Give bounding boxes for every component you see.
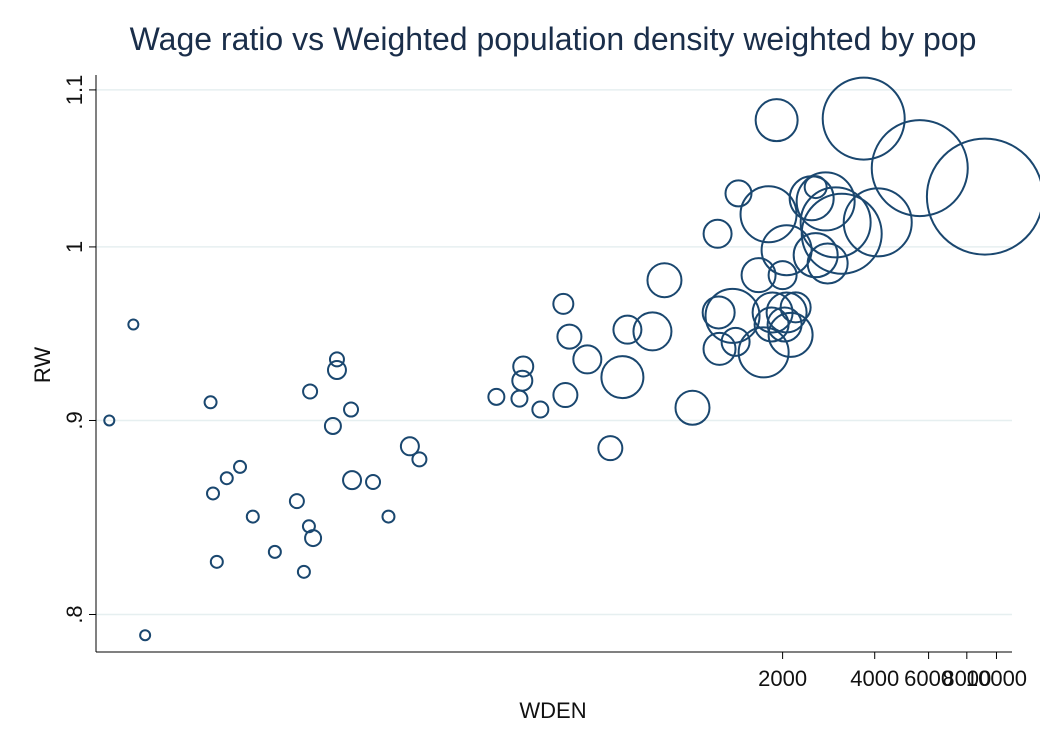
x-tick-label: 10000: [966, 666, 1027, 691]
bubble: [765, 291, 808, 334]
bubble: [701, 295, 736, 330]
bubble: [326, 360, 347, 381]
bubble: [724, 179, 753, 208]
bubble: [740, 257, 777, 294]
bubble: [702, 218, 733, 249]
y-tick-label: .9: [62, 411, 87, 429]
y-tick-label: 1: [62, 241, 87, 253]
y-axis-title: RW: [30, 347, 55, 383]
bubble: [767, 311, 814, 358]
bubble: [552, 382, 579, 409]
bubble: [766, 306, 803, 343]
bubble: [531, 400, 550, 419]
bubble: [800, 192, 883, 275]
x-axis-title: WDEN: [519, 698, 586, 723]
marks: [103, 76, 1040, 642]
bubble: [103, 414, 116, 427]
x-tick-label: 6000: [904, 666, 953, 691]
bubble: [821, 76, 906, 161]
bubble: [552, 292, 575, 315]
bubble: [806, 242, 849, 285]
bubble: [381, 509, 396, 524]
bubble: [245, 509, 260, 524]
bubble: [792, 232, 839, 279]
bubble: [925, 137, 1040, 256]
bubble: [233, 459, 248, 474]
y-tick-label: 1.1: [62, 75, 87, 106]
bubble: [288, 493, 305, 510]
chart-title: Wage ratio vs Weighted population densit…: [130, 21, 977, 57]
bubble: [328, 351, 345, 368]
bubble: [399, 436, 420, 457]
bubble: [139, 629, 152, 642]
bubble: [720, 326, 751, 357]
bubble: [512, 355, 535, 378]
bubble: [704, 287, 761, 344]
bubble: [674, 389, 711, 426]
bubble: [411, 451, 428, 468]
bubble: [219, 471, 234, 486]
bubble: [702, 331, 737, 366]
bubble: [267, 544, 282, 559]
bubble: [302, 383, 319, 400]
bubble: [556, 323, 583, 350]
bubble: [342, 470, 363, 491]
bubble: [206, 486, 221, 501]
y-tick-label: .8: [62, 605, 87, 623]
bubble: [365, 474, 382, 491]
bubble: [767, 260, 798, 291]
bubble: [572, 344, 603, 375]
bubble: [779, 291, 812, 324]
bubble: [511, 369, 534, 392]
bubble: [597, 435, 624, 462]
x-tick-label: 2000: [758, 666, 807, 691]
bubble: [296, 564, 311, 579]
bubble: [870, 119, 969, 218]
bubble: [646, 262, 683, 299]
bubble: [343, 401, 360, 418]
x-tick-label: 4000: [850, 666, 899, 691]
bubble: [323, 416, 342, 435]
bubble: [127, 318, 140, 331]
bubble: [600, 355, 645, 400]
bubble: [209, 554, 224, 569]
bubble: [754, 98, 799, 143]
grid: [96, 89, 1012, 616]
bubble: [487, 387, 506, 406]
bubble: [632, 311, 673, 352]
bubble: [795, 171, 856, 232]
bubble: [203, 395, 218, 410]
x-tick-label: 8000: [942, 666, 991, 691]
bubble: [612, 314, 643, 345]
bubble: [842, 187, 913, 258]
bubble: [304, 529, 323, 548]
bubble: [799, 186, 872, 259]
bubble: [737, 326, 790, 379]
